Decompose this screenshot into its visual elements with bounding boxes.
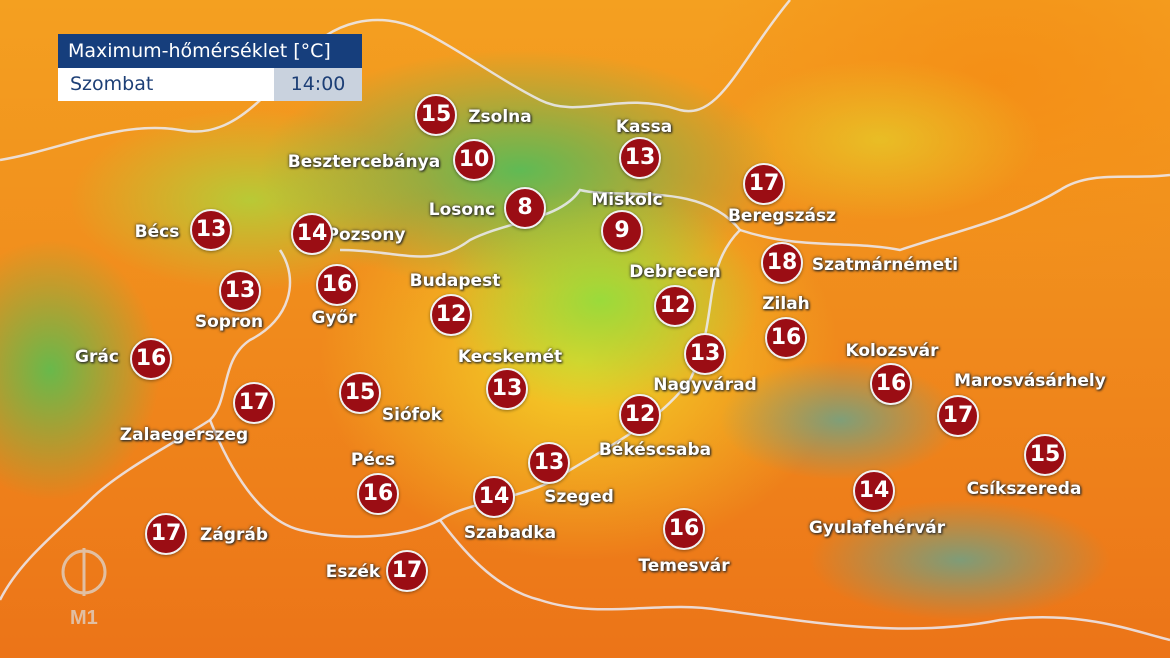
forecast-time: 14:00 — [274, 68, 362, 101]
m1-logo: M1 — [60, 548, 110, 632]
svg-text:M1: M1 — [70, 607, 98, 628]
city-name: Szatmárnémeti — [811, 255, 959, 275]
city-name: Pozsony — [326, 225, 406, 245]
city-name: Szabadka — [463, 523, 557, 543]
city-name: Besztercebánya — [287, 152, 441, 172]
temperature-badge: 17 — [386, 550, 428, 592]
city-name: Beregszász — [727, 206, 837, 226]
city-name: Zsolna — [468, 107, 532, 127]
city-name: Kolozsvár — [845, 341, 939, 361]
temperature-badge: 17 — [743, 163, 785, 205]
temperature-badge: 13 — [219, 270, 261, 312]
city-name: Békéscsaba — [598, 440, 712, 460]
temperature-badge: 16 — [765, 317, 807, 359]
temperature-badge: 15 — [415, 94, 457, 136]
city-name: Debrecen — [629, 262, 721, 282]
temperature-badge: 16 — [663, 508, 705, 550]
temperature-badge: 14 — [291, 213, 333, 255]
city-name: Bécs — [134, 222, 180, 242]
temperature-badge: 13 — [486, 368, 528, 410]
temperature-badge: 9 — [601, 210, 643, 252]
temperature-badge: 14 — [473, 476, 515, 518]
temperature-badge: 17 — [937, 395, 979, 437]
city-name: Csíkszereda — [966, 479, 1082, 499]
temperature-badge: 12 — [619, 394, 661, 436]
temperature-badge: 14 — [853, 470, 895, 512]
city-name: Nagyvárad — [653, 375, 757, 395]
temperature-badge: 16 — [357, 473, 399, 515]
temperature-badge: 12 — [430, 294, 472, 336]
city-name: Kecskemét — [457, 347, 563, 367]
city-name: Zilah — [762, 294, 810, 314]
temperature-badge: 16 — [316, 264, 358, 306]
city-name: Eszék — [325, 562, 381, 582]
city-name: Zágráb — [200, 525, 268, 545]
city-name: Miskolc — [591, 190, 663, 210]
temperature-badge: 15 — [339, 372, 381, 414]
forecast-day: Szombat — [70, 73, 154, 95]
temperature-badge: 17 — [233, 382, 275, 424]
temperature-badge: 13 — [528, 442, 570, 484]
city-name: Sopron — [194, 312, 264, 332]
city-name: Temesvár — [638, 556, 730, 576]
temperature-badge: 12 — [654, 285, 696, 327]
city-name: Győr — [311, 308, 357, 328]
city-name: Budapest — [409, 271, 501, 291]
city-name: Zalaegerszeg — [119, 425, 249, 445]
temperature-badge: 13 — [619, 137, 661, 179]
city-name: Pécs — [350, 450, 396, 470]
temperature-badge: 17 — [145, 513, 187, 555]
map-title-panel: Maximum-hőmérséklet [°C] Szombat 14:00 — [58, 34, 362, 101]
city-name: Losonc — [428, 200, 496, 220]
city-name: Gyulafehérvár — [808, 518, 946, 538]
city-name: Grác — [75, 347, 119, 367]
temperature-badge: 16 — [870, 363, 912, 405]
temperature-badge: 13 — [684, 333, 726, 375]
temperature-badge: 13 — [190, 209, 232, 251]
temperature-badge: 15 — [1024, 434, 1066, 476]
temperature-badge: 16 — [130, 338, 172, 380]
temperature-badge: 10 — [453, 139, 495, 181]
city-name: Szeged — [544, 487, 614, 507]
temperature-badge: 8 — [504, 187, 546, 229]
temperature-badge: 18 — [761, 242, 803, 284]
city-name: Siófok — [381, 405, 443, 425]
city-name: Kassa — [615, 117, 673, 137]
city-name: Marosvásárhely — [954, 371, 1106, 391]
map-title: Maximum-hőmérséklet [°C] — [58, 34, 362, 68]
